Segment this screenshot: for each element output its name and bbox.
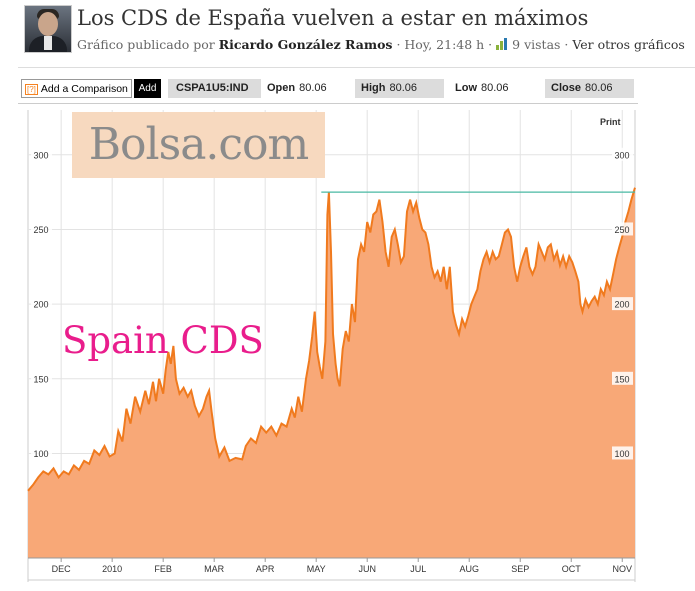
- series-line: [27, 187, 636, 492]
- ticker-symbol: CSPA1U5:IND: [168, 79, 261, 98]
- low-value: 80.06: [481, 82, 509, 94]
- header-divider: [18, 67, 695, 68]
- x-tick-label: NOV: [612, 564, 632, 574]
- author-avatar[interactable]: [24, 5, 72, 53]
- high-value: 80.06: [389, 82, 417, 94]
- help-icon: [?]: [25, 84, 38, 95]
- cds-chart: 100 100 150 150 200 200 250 250 300 300 DEC 2010 FEB…: [27, 110, 636, 582]
- y-tick-label-right-bg: [612, 147, 633, 161]
- y-tick-label-left: 300: [33, 150, 48, 160]
- x-tick-label: FEB: [154, 564, 172, 574]
- low-label: Low: [455, 82, 477, 94]
- watermark-logo: Bolsa.com: [72, 112, 325, 178]
- series-area: [28, 187, 635, 558]
- post-meta: Gráfico publicado por Ricardo González R…: [77, 37, 685, 52]
- y-tick-label-right: 100: [614, 449, 629, 459]
- x-tick-label: 2010: [102, 564, 122, 574]
- toolbar-divider: [18, 103, 638, 104]
- y-tick-label-right: 250: [614, 225, 629, 235]
- y-tick-label-right: 300: [614, 150, 629, 160]
- x-tick-label: AUG: [459, 564, 479, 574]
- bar-chart-icon: [496, 38, 509, 50]
- open-value: 80.06: [299, 82, 327, 94]
- views-count: 9 vistas: [512, 37, 561, 52]
- y-tick-label-right-bg: [612, 446, 633, 460]
- y-tick-label-left: 150: [33, 374, 48, 384]
- add-comparison-input[interactable]: [?] Add a Comparison: [21, 79, 132, 98]
- y-tick-label-left-bg: [31, 371, 52, 385]
- print-link[interactable]: Print: [600, 117, 621, 127]
- x-tick-label: JUL: [410, 564, 426, 574]
- close-stat: Close 80.06: [545, 79, 634, 98]
- x-tick-label: SEP: [511, 564, 529, 574]
- x-tick-label: OCT: [562, 564, 582, 574]
- add-comparison-label: Add a Comparison: [40, 83, 128, 95]
- post-time: · Hoy, 21:48 h ·: [396, 37, 493, 52]
- y-tick-label-right: 200: [614, 300, 629, 310]
- close-value: 80.06: [584, 82, 613, 94]
- meta-prefix: Gráfico publicado por: [77, 37, 215, 52]
- y-tick-label-left: 250: [33, 225, 48, 235]
- y-tick-label-right: 150: [614, 374, 629, 384]
- open-label: Open: [267, 82, 296, 94]
- y-tick-label-right-bg: [612, 371, 633, 385]
- low-stat: Low 80.06: [449, 79, 538, 98]
- close-label: Close: [551, 82, 581, 94]
- y-tick-label-left-bg: [31, 297, 52, 311]
- y-tick-label-left: 200: [33, 300, 48, 310]
- overlay-title: Spain CDS: [62, 319, 264, 362]
- meta-separator: ·: [564, 37, 569, 52]
- x-tick-label: APR: [256, 564, 275, 574]
- high-stat: High 80.06: [355, 79, 444, 98]
- post-title[interactable]: Los CDS de España vuelven a estar en máx…: [77, 6, 589, 30]
- y-tick-label-left-bg: [31, 147, 52, 161]
- x-tick-label: DEC: [52, 564, 72, 574]
- post-header: Los CDS de España vuelven a estar en máx…: [0, 0, 695, 62]
- chart-panel: [?] Add a Comparison Add CSPA1U5:IND Open…: [18, 75, 638, 585]
- open-stat: Open 80.06: [261, 79, 350, 98]
- x-tick-label: MAR: [204, 564, 225, 574]
- y-tick-label-left: 100: [33, 449, 48, 459]
- y-tick-label-left-bg: [31, 446, 52, 460]
- chart-toolbar: [?] Add a Comparison Add CSPA1U5:IND Open…: [18, 75, 638, 104]
- y-tick-label-right-bg: [612, 297, 633, 311]
- x-tick-label: JUN: [358, 564, 376, 574]
- other-charts-link[interactable]: Ver otros gráficos: [572, 37, 685, 52]
- add-button[interactable]: Add: [134, 79, 161, 98]
- author-link[interactable]: Ricardo González Ramos: [218, 37, 393, 52]
- y-tick-label-right-bg: [612, 222, 633, 236]
- x-tick-label: MAY: [307, 564, 326, 574]
- y-tick-label-left-bg: [31, 222, 52, 236]
- high-label: High: [361, 82, 386, 94]
